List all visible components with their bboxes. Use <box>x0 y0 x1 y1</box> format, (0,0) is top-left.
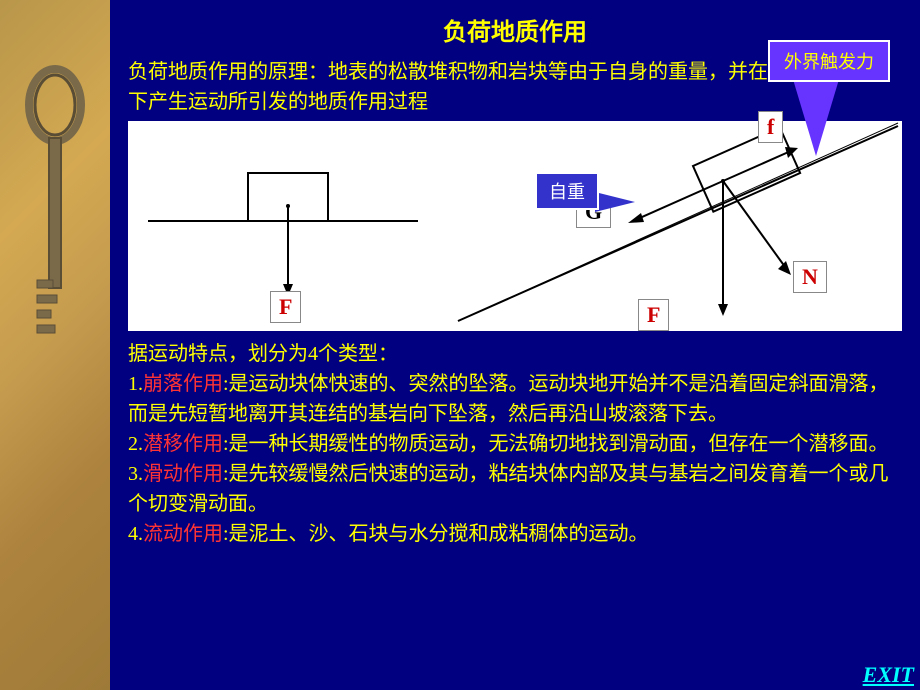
label-N: N <box>793 261 827 293</box>
types-text: 据运动特点，划分为4个类型： 1.崩落作用:是运动块体快速的、突然的坠落。运动块… <box>128 339 902 549</box>
side-decorative-image <box>0 0 110 690</box>
callout-weight-pointer <box>595 192 635 212</box>
type-1: 1.崩落作用:是运动块体快速的、突然的坠落。运动块地开始并不是沿着固定斜面滑落，… <box>128 369 902 429</box>
term-creep: 潜移作用 <box>143 433 223 455</box>
term-flow: 流动作用 <box>143 523 223 545</box>
type-3: 3.滑动作用:是先较缓慢然后快速的运动，粘结块体内部及其与基岩之间发育着一个或几… <box>128 459 902 519</box>
diagram-svg <box>128 121 902 331</box>
label-F1: F <box>270 291 301 323</box>
term-collapse: 崩落作用 <box>143 373 223 395</box>
callout-self-weight: 自重 <box>535 172 599 210</box>
term-slide: 滑动作用 <box>143 463 223 485</box>
callout-trigger-force: 外界触发力 <box>768 40 890 82</box>
exit-link[interactable]: EXIT <box>863 662 914 688</box>
key-icon <box>25 60 85 340</box>
label-f-small: f <box>758 111 783 143</box>
label-F2: F <box>638 299 669 331</box>
types-intro: 据运动特点，划分为4个类型： <box>128 339 902 369</box>
type-2: 2.潜移作用:是一种长期缓性的物质运动，无法确切地找到滑动面，但存在一个潜移面。 <box>128 429 902 459</box>
type-4: 4.流动作用:是泥土、沙、石块与水分搅和成粘稠体的运动。 <box>128 519 902 549</box>
physics-diagram: F f G N F <box>128 121 902 331</box>
callout-trigger-pointer <box>792 76 840 156</box>
